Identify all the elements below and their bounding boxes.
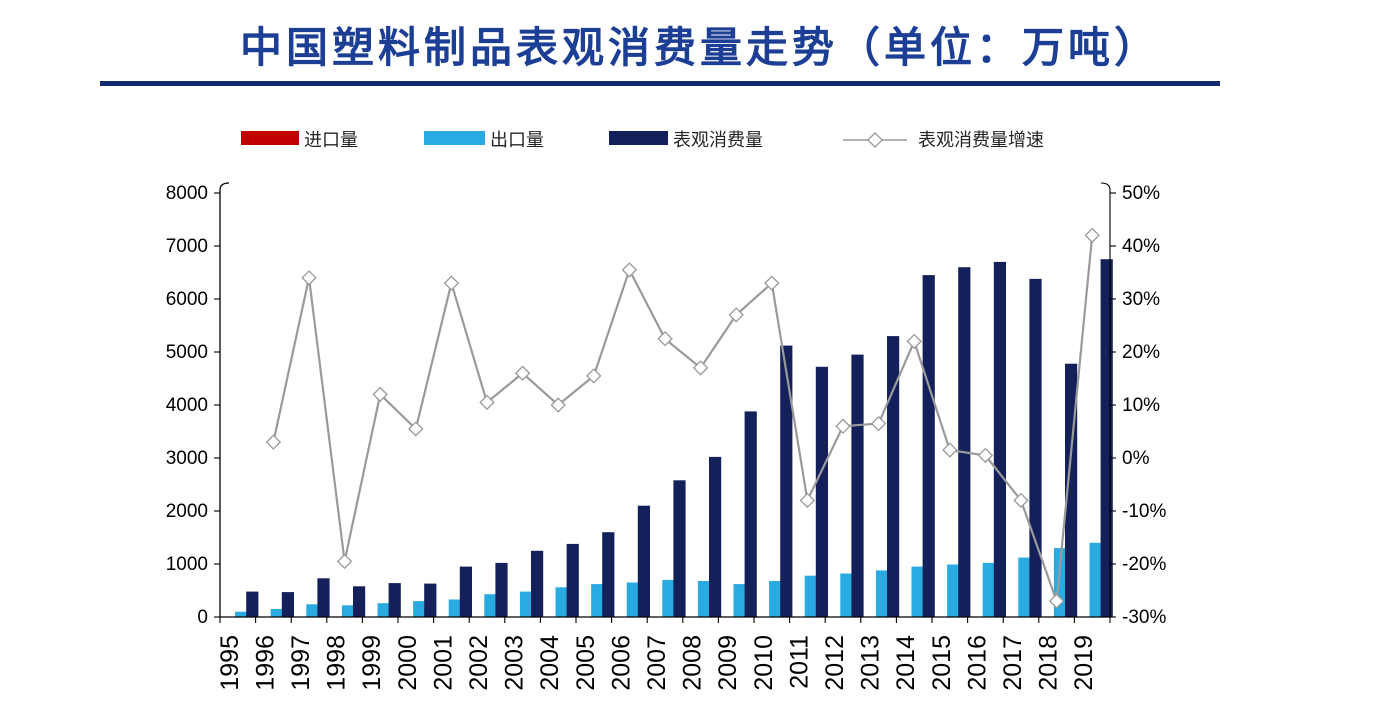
svg-text:2000: 2000 bbox=[166, 501, 208, 522]
svg-text:6000: 6000 bbox=[166, 289, 208, 310]
svg-text:30%: 30% bbox=[1122, 289, 1160, 310]
svg-text:1000: 1000 bbox=[166, 554, 208, 575]
svg-text:2001: 2001 bbox=[429, 635, 457, 691]
svg-text:2015: 2015 bbox=[928, 635, 956, 691]
svg-text:2009: 2009 bbox=[714, 635, 742, 691]
svg-text:2002: 2002 bbox=[465, 635, 493, 691]
svg-text:2000: 2000 bbox=[394, 635, 422, 691]
svg-text:40%: 40% bbox=[1122, 236, 1160, 257]
svg-text:0%: 0% bbox=[1122, 448, 1150, 469]
svg-text:2010: 2010 bbox=[750, 635, 778, 691]
svg-text:2005: 2005 bbox=[572, 635, 600, 691]
svg-text:1999: 1999 bbox=[358, 635, 386, 691]
svg-text:2013: 2013 bbox=[857, 635, 885, 691]
svg-text:2014: 2014 bbox=[892, 635, 920, 691]
svg-text:2007: 2007 bbox=[643, 635, 671, 691]
svg-text:7000: 7000 bbox=[166, 236, 208, 257]
svg-text:8000: 8000 bbox=[166, 183, 208, 204]
svg-text:3000: 3000 bbox=[166, 448, 208, 469]
svg-text:1996: 1996 bbox=[251, 635, 279, 691]
svg-text:2018: 2018 bbox=[1035, 635, 1063, 691]
svg-text:2011: 2011 bbox=[785, 635, 813, 689]
svg-text:1995: 1995 bbox=[216, 635, 244, 691]
svg-text:1997: 1997 bbox=[287, 635, 315, 691]
svg-text:2012: 2012 bbox=[821, 635, 849, 691]
svg-text:2017: 2017 bbox=[999, 635, 1027, 691]
svg-text:1998: 1998 bbox=[323, 635, 351, 691]
svg-text:0: 0 bbox=[197, 607, 208, 628]
svg-text:2019: 2019 bbox=[1070, 635, 1098, 691]
svg-text:20%: 20% bbox=[1122, 342, 1160, 363]
svg-text:-20%: -20% bbox=[1122, 554, 1166, 575]
svg-text:2004: 2004 bbox=[536, 635, 564, 691]
svg-text:2006: 2006 bbox=[607, 635, 635, 691]
svg-text:2008: 2008 bbox=[679, 635, 707, 691]
svg-text:50%: 50% bbox=[1122, 183, 1160, 204]
svg-text:5000: 5000 bbox=[166, 342, 208, 363]
svg-text:2003: 2003 bbox=[501, 635, 529, 691]
svg-text:-30%: -30% bbox=[1122, 607, 1166, 628]
svg-text:10%: 10% bbox=[1122, 395, 1160, 416]
svg-text:2016: 2016 bbox=[963, 635, 991, 691]
svg-text:-10%: -10% bbox=[1122, 501, 1166, 522]
svg-text:4000: 4000 bbox=[166, 395, 208, 416]
